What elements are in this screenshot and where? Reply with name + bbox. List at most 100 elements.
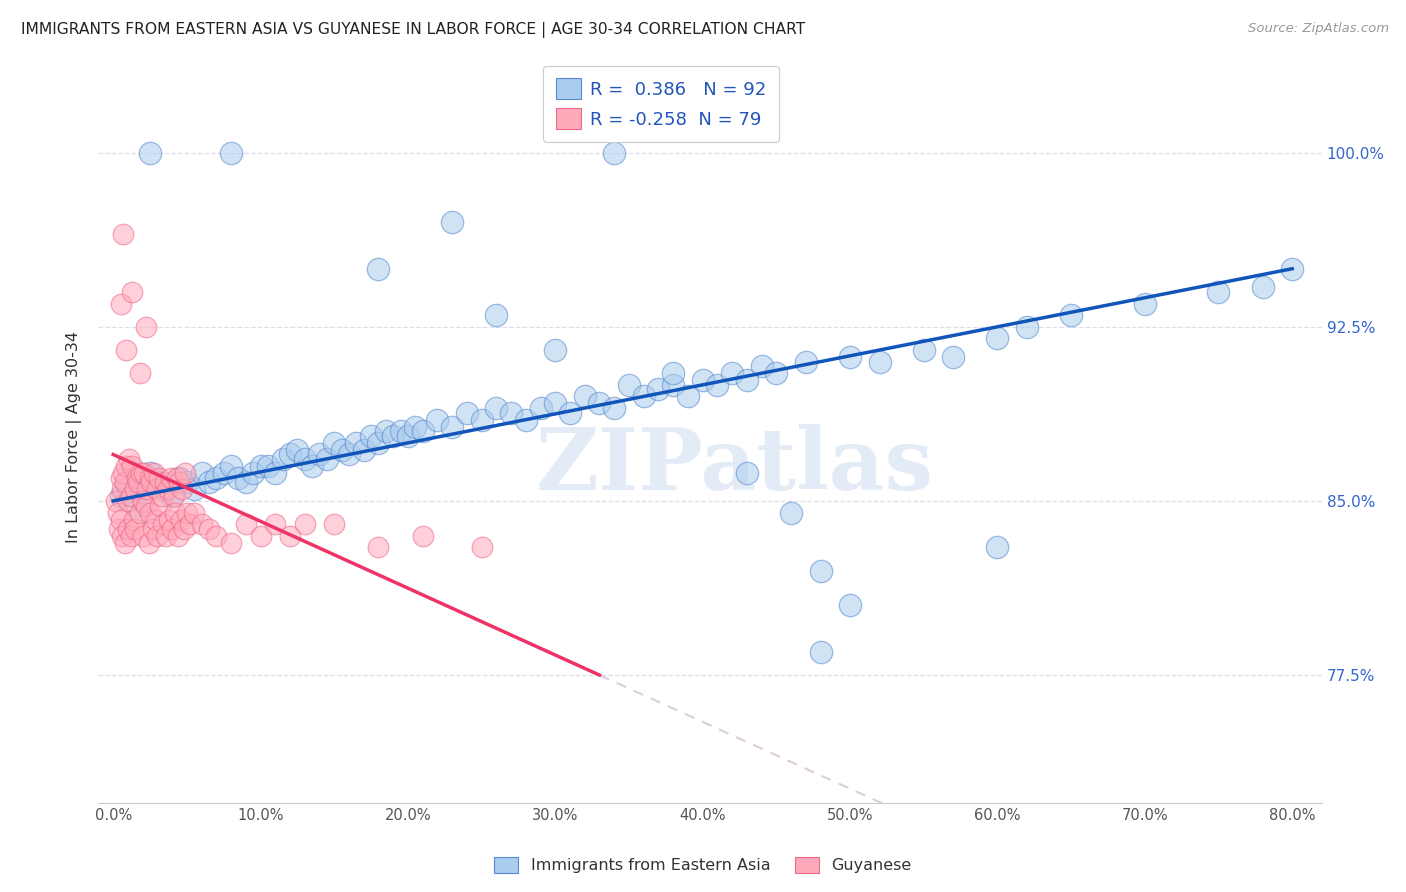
Point [235,517,257,532]
Point [839,599,862,613]
Point [150,489,173,503]
Point [112,466,135,480]
Point [157,512,180,526]
Point [219,535,242,549]
Point [124,483,146,497]
Point [1251,280,1274,294]
Point [131,529,153,543]
Point [170,512,193,526]
Point [574,389,596,403]
Point [198,522,221,536]
Point [360,429,382,443]
Point [143,466,166,480]
Point [242,466,264,480]
Point [235,475,257,490]
Point [111,529,134,543]
Point [1281,261,1303,276]
Point [156,483,179,497]
Point [1015,319,1038,334]
Point [662,366,685,380]
Point [271,452,294,467]
Point [139,145,162,160]
Point [131,494,153,508]
Point [160,522,183,536]
Point [112,227,135,241]
Point [173,522,195,536]
Point [128,506,150,520]
Point [278,529,301,543]
Point [810,645,832,659]
Point [257,459,280,474]
Point [183,506,205,520]
Point [121,459,143,474]
Point [529,401,551,415]
Point [117,483,139,497]
Point [323,517,346,532]
Point [1133,296,1156,310]
Point [942,350,965,364]
Point [167,529,190,543]
Point [152,517,174,532]
Point [249,459,271,474]
Point [145,512,167,526]
Point [124,522,146,536]
Text: Source: ZipAtlas.com: Source: ZipAtlas.com [1249,22,1389,36]
Point [404,419,426,434]
Point [146,475,169,490]
Point [353,442,375,457]
Point [735,373,758,387]
Point [174,466,197,480]
Point [471,412,494,426]
Point [139,471,162,485]
Point [315,452,337,467]
Point [205,471,228,485]
Point [190,517,212,532]
Point [132,466,155,480]
Point [115,343,138,357]
Point [294,517,316,532]
Point [122,512,145,526]
Point [558,406,581,420]
Point [142,522,165,536]
Point [692,373,714,387]
Point [120,529,142,543]
Point [721,366,744,380]
Point [374,424,396,438]
Point [105,494,128,508]
Point [287,442,309,457]
Point [135,319,157,334]
Point [165,506,187,520]
Point [219,145,242,160]
Point [382,429,405,443]
Point [426,412,449,426]
Point [301,459,323,474]
Point [308,448,330,462]
Point [118,452,141,467]
Point [367,261,389,276]
Point [751,359,773,374]
Point [249,529,271,543]
Point [128,366,150,380]
Point [108,522,131,536]
Point [323,436,346,450]
Point [148,471,170,485]
Point [765,366,787,380]
Point [412,424,434,438]
Point [138,535,160,549]
Point [869,354,891,368]
Point [367,436,389,450]
Point [264,466,287,480]
Point [190,466,212,480]
Point [441,215,464,229]
Point [124,499,146,513]
Point [344,436,367,450]
Point [114,535,136,549]
Point [120,489,142,503]
Point [389,424,412,438]
Point [205,529,228,543]
Point [146,529,169,543]
Point [117,522,139,536]
Point [117,494,139,508]
Point [603,401,626,415]
Point [169,471,191,485]
